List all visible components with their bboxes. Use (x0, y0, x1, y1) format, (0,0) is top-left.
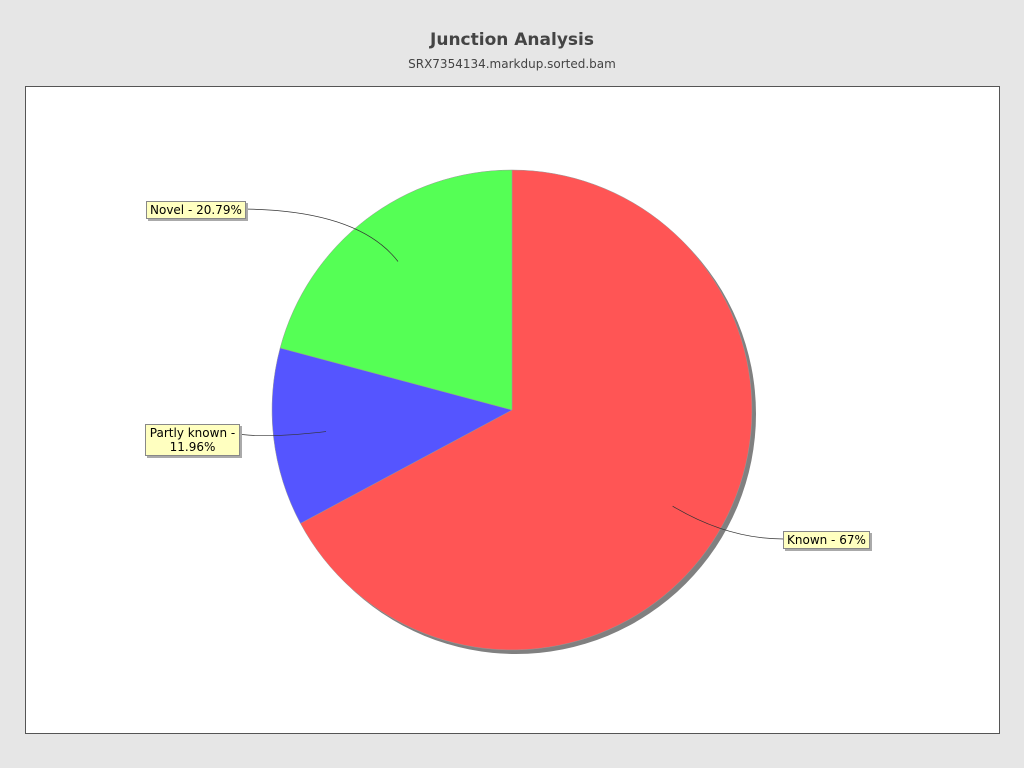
chart-subtitle: SRX7354134.markdup.sorted.bam (408, 57, 616, 71)
pie-slice-known (300, 169, 753, 651)
chart-title: Junction Analysis (430, 30, 594, 50)
label-known: Known - 67% (783, 531, 870, 549)
label-novel: Novel - 20.79% (146, 201, 246, 219)
label-link-0 (672, 505, 786, 540)
pie-slice-novel (279, 169, 513, 411)
label-partly-known: Partly known - 11.96% (145, 424, 240, 456)
pie-slice-partly-known (271, 347, 513, 524)
label-link-2 (242, 208, 399, 262)
